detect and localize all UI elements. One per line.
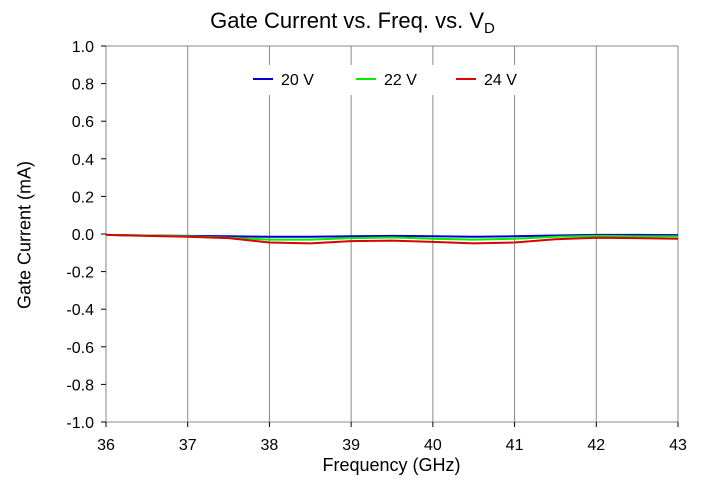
- y-tick-label: 0.2: [72, 189, 94, 206]
- y-tick-label: 0.8: [72, 77, 94, 94]
- x-axis-label: Frequency (GHz): [322, 455, 461, 475]
- y-tick-label: 0.4: [72, 152, 94, 169]
- legend-label: 22 V: [384, 72, 417, 89]
- chart-title-text: Gate Current vs. Freq. vs. V: [210, 8, 485, 33]
- y-axis-label: Gate Current (mA): [14, 160, 35, 310]
- chart-title: Gate Current vs. Freq. vs. VD: [0, 8, 705, 37]
- y-tick-label: -0.8: [66, 377, 94, 394]
- x-tick-label: 40: [424, 437, 442, 454]
- y-tick-label: -0.2: [66, 265, 94, 282]
- legend-background: [245, 65, 550, 95]
- y-tick-label: 0.6: [72, 114, 94, 131]
- chart-title-subscript: D: [484, 20, 495, 37]
- y-tick-label: 0.0: [72, 227, 94, 244]
- x-tick-label: 43: [669, 437, 687, 454]
- x-tick-label: 39: [342, 437, 360, 454]
- legend-label: 24 V: [484, 72, 517, 89]
- series-line: [105, 233, 679, 245]
- x-tick-label: 37: [179, 437, 197, 454]
- legend-label: 20 V: [281, 72, 314, 89]
- y-tick-label: 1.0: [72, 39, 94, 56]
- y-tick-label: -1.0: [66, 415, 94, 432]
- y-tick-label: -0.4: [66, 302, 94, 319]
- x-tick-label: 42: [587, 437, 605, 454]
- x-tick-label: 36: [97, 437, 115, 454]
- x-tick-label: 38: [261, 437, 279, 454]
- y-tick-label: -0.6: [66, 340, 94, 357]
- x-tick-label: 41: [506, 437, 524, 454]
